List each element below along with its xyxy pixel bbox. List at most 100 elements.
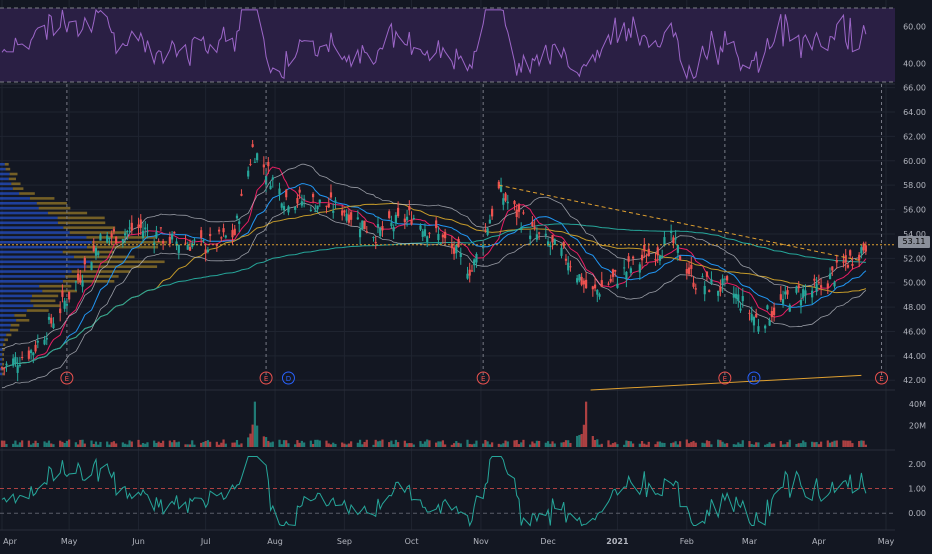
volume-bar (804, 442, 807, 447)
volume-bar (388, 442, 391, 447)
candle-body (833, 281, 836, 287)
volume-bar (833, 440, 836, 447)
macd-tick-label: 0.00 (908, 509, 926, 518)
volume-profile-bar (4, 338, 8, 342)
candle-body (361, 220, 364, 229)
candle-body (146, 231, 149, 233)
volume-bar (137, 439, 140, 447)
candle-body (625, 271, 628, 280)
candle-body (692, 282, 695, 287)
price-tick-label: 58.00 (903, 181, 926, 190)
candle-body (676, 244, 679, 253)
volume-bar (437, 441, 440, 447)
candle-body (538, 232, 541, 234)
volume-bar (108, 444, 111, 447)
candle-body (394, 214, 397, 224)
candle-body (173, 231, 176, 234)
rsi-band (0, 8, 895, 82)
volume-bar (45, 442, 48, 447)
candle-body (607, 283, 610, 285)
volume-bar (750, 444, 753, 447)
volume-bar (569, 442, 572, 447)
candle-body (52, 323, 55, 329)
volume-profile-bar (62, 279, 115, 283)
volume-bar (428, 440, 431, 447)
candle-body (643, 244, 646, 252)
volume-bar (844, 440, 847, 447)
volume-bar (737, 442, 740, 447)
candle-body (206, 249, 209, 253)
volume-bar (209, 441, 212, 447)
volume-bar (311, 443, 315, 447)
macd-tick-label: 2.00 (908, 460, 926, 469)
volume-bar (224, 443, 227, 447)
volume-bar (121, 442, 124, 447)
volume-bar (654, 444, 657, 447)
volume-bar (504, 440, 507, 447)
volume-bar (231, 442, 234, 447)
volume-bar (482, 443, 485, 447)
candle-body (491, 208, 494, 217)
volume-bar (658, 441, 662, 447)
candle-body (672, 237, 675, 244)
candle-body (106, 235, 109, 243)
volume-profile-bar (0, 250, 63, 254)
candle-body (549, 245, 552, 248)
volume-bar (303, 442, 306, 447)
candle-body (734, 293, 738, 299)
volume-profile-bar (2, 358, 4, 361)
volume-bar (381, 439, 384, 447)
volume-profile-bar (0, 240, 92, 244)
volume-profile-bar (0, 192, 20, 195)
volume-profile-bar (30, 299, 56, 303)
candle-body (59, 308, 62, 314)
candle-body (517, 204, 521, 212)
candle-body (426, 236, 429, 243)
candle-body (564, 258, 568, 261)
time-tick-label: Aug (267, 537, 283, 546)
volume-profile-bar (11, 182, 21, 186)
candle-body (144, 227, 147, 230)
candle-body (802, 289, 805, 298)
volume-bar (18, 442, 22, 447)
volume-bar (327, 443, 330, 447)
candle-body (616, 283, 619, 288)
candle-body (222, 228, 225, 233)
volume-profile-bar (0, 372, 3, 376)
candle-body (365, 231, 368, 233)
volume-bar (515, 439, 518, 447)
candle-body (177, 244, 180, 253)
candle-body (262, 164, 265, 168)
candle-body (202, 239, 205, 242)
volume-bar (47, 440, 51, 447)
candle-body (296, 198, 299, 204)
candle-body (390, 222, 393, 227)
volume-profile-bar (0, 231, 70, 234)
volume-bar (3, 440, 6, 447)
candle-body (267, 161, 270, 167)
candle-body (110, 233, 113, 238)
volume-bar (553, 443, 556, 447)
candle-body (828, 273, 832, 280)
time-tick-label: May (61, 537, 78, 546)
candle-body (249, 163, 252, 165)
volume-bar (645, 444, 648, 447)
time-tick-label: Dec (540, 537, 555, 546)
volume-bar (757, 442, 760, 447)
volume-bar (204, 440, 207, 447)
time-tick-label: Jul (200, 537, 211, 546)
candle-body (251, 144, 254, 147)
volume-bar (529, 444, 532, 447)
candle-body (484, 229, 487, 231)
candle-body (316, 205, 319, 210)
candle-body (452, 247, 456, 254)
candle-body (846, 265, 850, 268)
volume-bar (819, 441, 823, 447)
volume-bar (513, 440, 516, 447)
volume-bar (332, 442, 335, 447)
candle-body (779, 294, 782, 300)
volume-bar (63, 442, 66, 447)
earnings-marker-label: E (264, 375, 268, 383)
volume-bar (177, 441, 180, 447)
